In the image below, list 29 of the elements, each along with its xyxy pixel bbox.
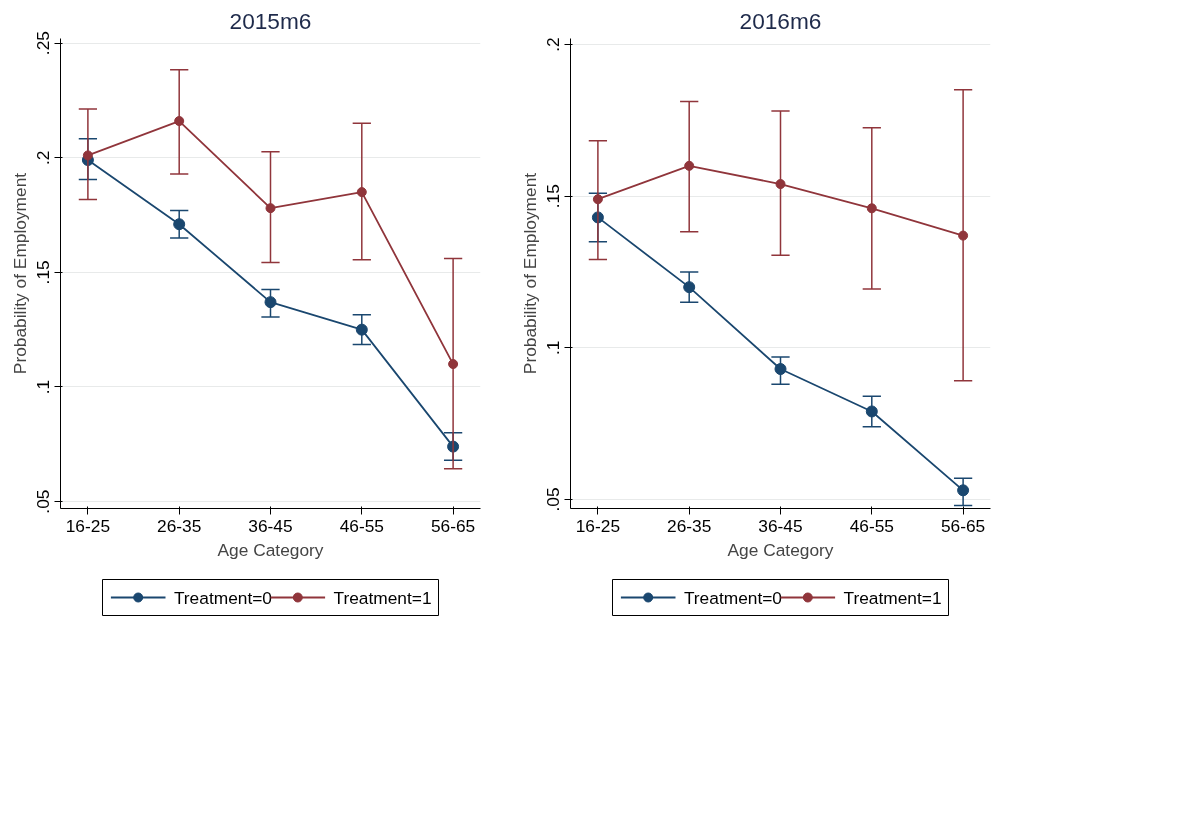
- y-tick-label: .1: [543, 340, 564, 356]
- y-tick-label: .25: [33, 31, 54, 56]
- y-tick-label: .05: [543, 487, 564, 512]
- x-tick-label: 46-55: [849, 515, 894, 536]
- legend-label: Treatment=0: [683, 587, 782, 608]
- legend-label: Treatment=0: [173, 587, 272, 608]
- x-tick-label: 56-65: [430, 515, 476, 536]
- legend-label: Treatment=1: [333, 587, 432, 608]
- x-tick-label: 36-45: [248, 515, 293, 536]
- x-tick-label: 26-35: [157, 515, 202, 536]
- y-tick-label: .15: [543, 184, 564, 209]
- x-tick-label: 16-25: [575, 515, 621, 536]
- x-axis-title: Age Category: [727, 539, 834, 560]
- y-axis-title: Probability of Employment: [519, 172, 540, 375]
- y-tick-label: .1: [33, 379, 54, 395]
- y-tick-label: .2: [543, 37, 564, 52]
- x-axis-title: Age Category: [217, 539, 324, 560]
- x-tick-label: 26-35: [667, 515, 712, 536]
- y-axis-title: Probability of Employment: [9, 172, 30, 375]
- y-tick-label: .05: [33, 489, 54, 514]
- x-tick-label: 16-25: [65, 515, 111, 536]
- chart-title: 2016m6: [739, 7, 822, 34]
- x-tick-label: 56-65: [940, 515, 986, 536]
- legend-label: Treatment=1: [843, 587, 942, 608]
- x-tick-label: 36-45: [758, 515, 803, 536]
- y-tick-label: .2: [33, 150, 54, 165]
- chart-title: 2015m6: [229, 7, 312, 34]
- y-tick-label: .15: [33, 260, 54, 285]
- x-tick-label: 46-55: [339, 515, 384, 536]
